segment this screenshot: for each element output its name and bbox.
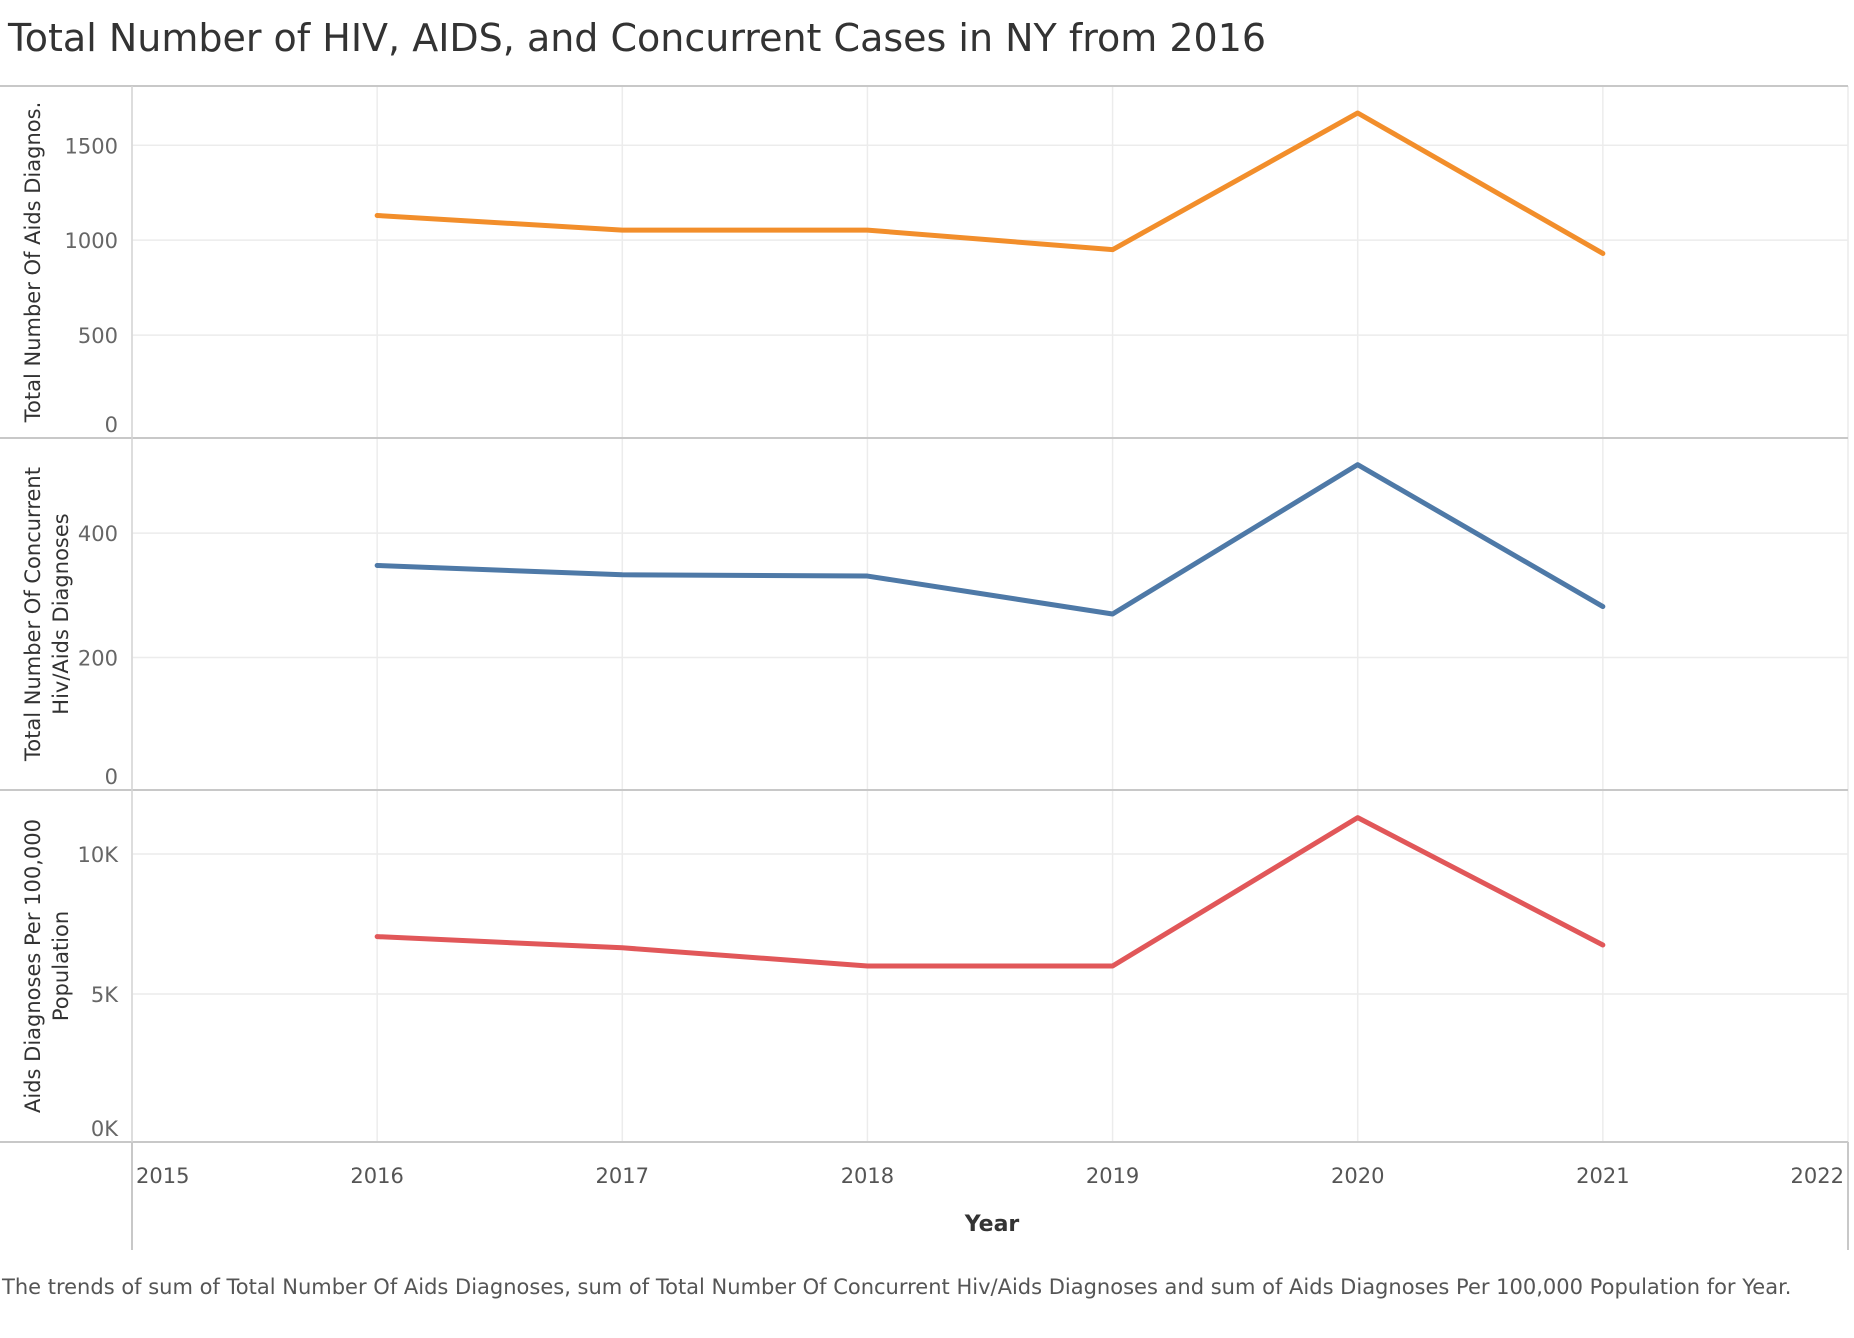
x-tick-label: 2018 <box>841 1164 894 1188</box>
x-tick-label: 2015 <box>136 1164 189 1188</box>
x-tick-label: 2022 <box>1791 1164 1844 1188</box>
y-axis-label: Hiv/Aids Diagnoses <box>49 513 73 714</box>
y-tick-label: 0 <box>105 413 118 437</box>
y-tick-label: 1000 <box>65 229 118 253</box>
y-tick-label: 5K <box>91 983 119 1007</box>
x-tick-label: 2019 <box>1086 1164 1139 1188</box>
x-tick-label: 2021 <box>1576 1164 1629 1188</box>
y-axis-label: Population <box>49 911 73 1021</box>
chart-title: Total Number of HIV, AIDS, and Concurren… <box>8 16 1267 60</box>
y-axis-label: Total Number Of Aids Diagnos. <box>21 102 45 423</box>
y-axis-label: Total Number Of Concurrent <box>21 467 45 762</box>
y-tick-label: 10K <box>78 843 120 867</box>
chart-area: 0 500 1000 1500 Total Number Of Aids Diagnos… <box>0 85 1849 1250</box>
y-axis-label: Aids Diagnoses Per 100,000 <box>21 819 45 1113</box>
x-axis-label: Year <box>964 1212 1020 1237</box>
y-tick-label: 200 <box>78 647 118 671</box>
y-tick-label: 0 <box>105 765 118 789</box>
series-line <box>374 462 1606 617</box>
y-tick-label: 400 <box>78 522 118 546</box>
x-tick-label: 2020 <box>1331 1164 1384 1188</box>
x-tick-label: 2016 <box>350 1164 403 1188</box>
series-line <box>374 110 1606 256</box>
y-tick-label: 500 <box>78 324 118 348</box>
series-line <box>374 815 1606 969</box>
y-tick-label: 0K <box>91 1117 119 1141</box>
chart-caption: The trends of sum of Total Number Of Aid… <box>2 1275 1792 1299</box>
x-tick-label: 2017 <box>596 1164 649 1188</box>
y-tick-label: 1500 <box>65 134 118 158</box>
